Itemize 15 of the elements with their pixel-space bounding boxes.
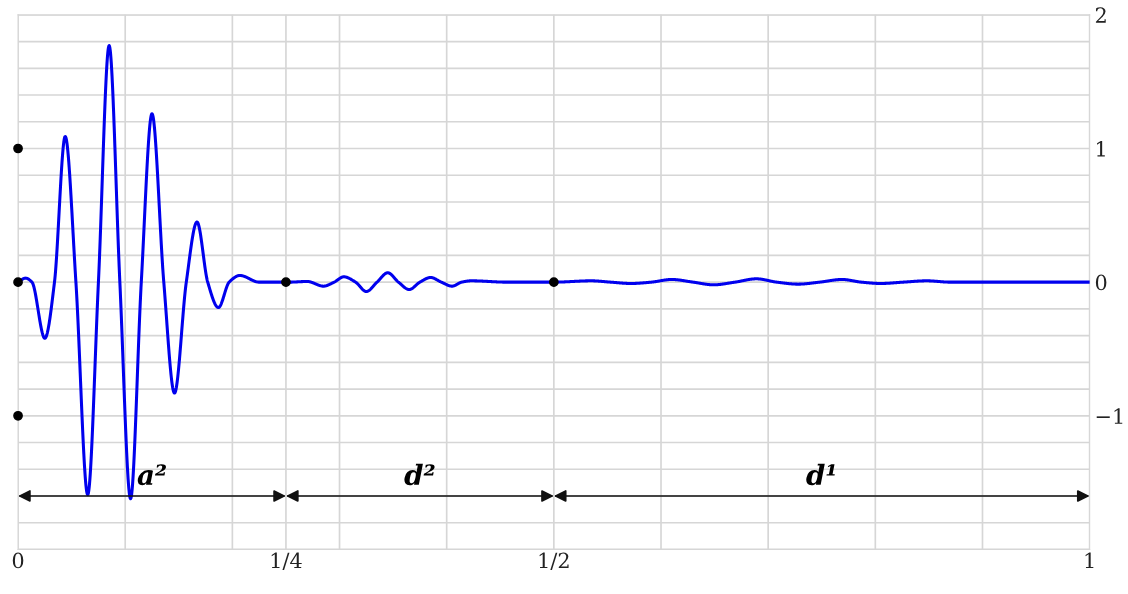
y-tick-label: 1 bbox=[1097, 140, 1105, 157]
point bbox=[281, 277, 291, 288]
x-tick-label: 1/4 bbox=[271, 552, 302, 570]
point bbox=[13, 277, 23, 288]
y-tick-label: 0 bbox=[1095, 274, 1107, 291]
point bbox=[548, 277, 559, 288]
annotation: d¹ bbox=[806, 463, 835, 486]
x-tick-label: 1/2 bbox=[539, 552, 569, 570]
y-tick-label: −1 bbox=[1096, 408, 1123, 424]
y-tick-label: 2 bbox=[1095, 7, 1106, 23]
annotation: a² bbox=[137, 464, 166, 486]
point bbox=[13, 410, 23, 421]
point bbox=[13, 143, 23, 154]
x-tick-label: 0 bbox=[12, 552, 24, 569]
annotation: d² bbox=[404, 463, 435, 486]
